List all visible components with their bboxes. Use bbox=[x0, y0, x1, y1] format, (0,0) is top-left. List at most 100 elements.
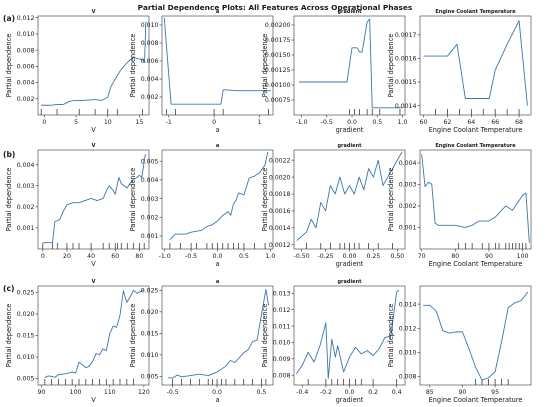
x-axis-label: a bbox=[215, 260, 219, 268]
x-axis-label: Engine Coolant Temperature bbox=[429, 396, 523, 404]
y-axis-label: Partial dependence bbox=[5, 168, 13, 232]
plot-title: V bbox=[92, 9, 96, 15]
y-tick-label: 0.002 bbox=[17, 204, 35, 211]
y-tick-label: 0.004 bbox=[17, 162, 35, 169]
x-tick-label: -1.0 bbox=[159, 253, 171, 260]
y-tick-label: 0.006 bbox=[17, 64, 35, 71]
x-tick-label: -0.5 bbox=[167, 389, 179, 396]
pd-line bbox=[423, 20, 528, 106]
x-axis-label: V bbox=[91, 126, 96, 134]
x-tick-label: 90 bbox=[459, 389, 467, 396]
x-tick-label: 0.5 bbox=[257, 389, 267, 396]
y-tick-label: 0.005 bbox=[17, 376, 35, 383]
x-tick-label: 85 bbox=[426, 389, 434, 396]
row-label-a: (a) bbox=[3, 14, 15, 23]
y-tick-label: 0.015 bbox=[141, 331, 159, 338]
y-tick-label: 0.013 bbox=[273, 291, 291, 298]
x-tick-label: 10 bbox=[104, 119, 112, 126]
y-tick-label: 0.00150 bbox=[265, 52, 291, 59]
x-tick-label: 0.4 bbox=[392, 389, 402, 396]
x-tick-label: 60 bbox=[420, 119, 428, 126]
x-tick-label: 5 bbox=[74, 119, 78, 126]
pd-line bbox=[421, 154, 530, 243]
x-tick-label: 0 bbox=[41, 253, 45, 260]
y-tick-label: 0.010 bbox=[141, 22, 159, 29]
pd-line bbox=[42, 154, 146, 244]
y-tick-label: 0.008 bbox=[399, 374, 417, 381]
y-tick-label: 0.0016 bbox=[395, 56, 417, 63]
pd-line bbox=[168, 288, 270, 379]
y-tick-label: 0.010 bbox=[141, 352, 159, 359]
plot-b-a: a 0.001 0.002 0.003 0.004 0.005 -1.0 -0.5 0.0 0.5… bbox=[129, 143, 275, 268]
y-tick-label: 0.014 bbox=[399, 301, 417, 308]
y-tick-label: 0.008 bbox=[273, 372, 291, 379]
y-tick-label: 0.003 bbox=[399, 182, 417, 189]
y-tick-label: 0.004 bbox=[399, 160, 417, 167]
x-tick-label: 110 bbox=[104, 389, 116, 396]
x-tick-label: 0.0 bbox=[347, 119, 357, 126]
plot-title: a bbox=[216, 9, 219, 15]
y-tick-label: 0.00175 bbox=[265, 37, 291, 44]
plot-title: gradient bbox=[337, 279, 362, 285]
x-tick-label: 0.5 bbox=[372, 119, 382, 126]
y-axis-label: Partial dependence bbox=[387, 168, 395, 232]
y-tick-label: 0.006 bbox=[141, 58, 159, 65]
x-tick-label: 100 bbox=[517, 253, 529, 260]
plot-title: V bbox=[92, 143, 96, 149]
plot-c-gradient: gradient 0.008 0.009 0.010 0.011 0.012 0.013 -0… bbox=[261, 279, 406, 404]
y-tick-label: 0.020 bbox=[141, 309, 159, 316]
x-tick-label: -0.50 bbox=[294, 253, 310, 260]
y-tick-label: 0.025 bbox=[141, 288, 159, 295]
plot-frame bbox=[419, 285, 532, 386]
x-tick-label: 68 bbox=[515, 119, 523, 126]
y-tick-label: 0.0015 bbox=[395, 79, 417, 86]
y-tick-label: 0.002 bbox=[399, 203, 417, 210]
x-tick-label: 40 bbox=[87, 253, 95, 260]
x-axis-label: V bbox=[91, 396, 96, 404]
x-tick-label: 90 bbox=[485, 253, 493, 260]
y-tick-label: 0.010 bbox=[273, 340, 291, 347]
plot-title: gradient bbox=[337, 143, 362, 149]
y-tick-label: 0.004 bbox=[141, 177, 159, 184]
x-tick-label: -0.4 bbox=[296, 389, 308, 396]
pd-line bbox=[163, 17, 271, 105]
y-tick-label: 0.0017 bbox=[395, 32, 417, 39]
plot-title: Engine Coolant Temperature bbox=[435, 143, 516, 149]
plot-title: a bbox=[216, 279, 219, 285]
y-tick-label: 0.0012 bbox=[269, 242, 291, 249]
plot-frame bbox=[37, 15, 150, 116]
x-axis-label: V bbox=[91, 260, 96, 268]
plot-a-a: a 0.002 0.004 0.006 0.008 0.010 -1 0 1 a Partial d… bbox=[129, 9, 274, 134]
y-tick-label: 0.004 bbox=[141, 76, 159, 83]
y-axis-label: Partial dependence bbox=[5, 304, 13, 368]
x-tick-label: 100 bbox=[70, 389, 82, 396]
x-axis-label: gradient bbox=[336, 126, 364, 134]
y-tick-label: 0.0016 bbox=[269, 208, 291, 215]
y-tick-label: 0.0014 bbox=[395, 103, 417, 110]
x-axis-label: gradient bbox=[336, 260, 364, 268]
plot-title: Engine Coolant Temperature bbox=[435, 9, 516, 15]
y-axis-label: Partial dependence bbox=[261, 168, 269, 232]
y-tick-label: 0.00200 bbox=[265, 22, 291, 29]
y-tick-label: 0.020 bbox=[17, 311, 35, 318]
x-tick-label: 0.25 bbox=[367, 253, 381, 260]
y-tick-label: 0.009 bbox=[273, 356, 291, 363]
x-tick-label: 0.0 bbox=[345, 389, 355, 396]
plot-a-v: V 0.002 0.004 0.006 0.008 0.010 0.012 0 5 10 15 V Pa… bbox=[5, 9, 150, 134]
y-tick-label: 0.00075 bbox=[265, 97, 291, 104]
y-axis-label: Partial dependence bbox=[129, 34, 137, 98]
y-tick-label: 0.001 bbox=[399, 225, 417, 232]
x-tick-label: 0.0 bbox=[212, 389, 222, 396]
y-tick-label: 0.011 bbox=[273, 323, 291, 330]
pd-line bbox=[295, 289, 400, 379]
plot-c-a: a 0.005 0.010 0.015 0.020 0.025 -0.5 0.0 0.5 a Par… bbox=[129, 279, 274, 404]
y-tick-label: 0.008 bbox=[17, 47, 35, 54]
y-tick-label: 0.010 bbox=[17, 354, 35, 361]
y-axis-label: Partial dependence bbox=[387, 34, 395, 98]
plot-a-ect: Engine Coolant Temperature 0.0014 0.0015 0.… bbox=[387, 9, 532, 134]
y-tick-label: 0.012 bbox=[273, 307, 291, 314]
row-label-b: (b) bbox=[3, 150, 15, 159]
y-tick-label: 0.003 bbox=[141, 196, 159, 203]
